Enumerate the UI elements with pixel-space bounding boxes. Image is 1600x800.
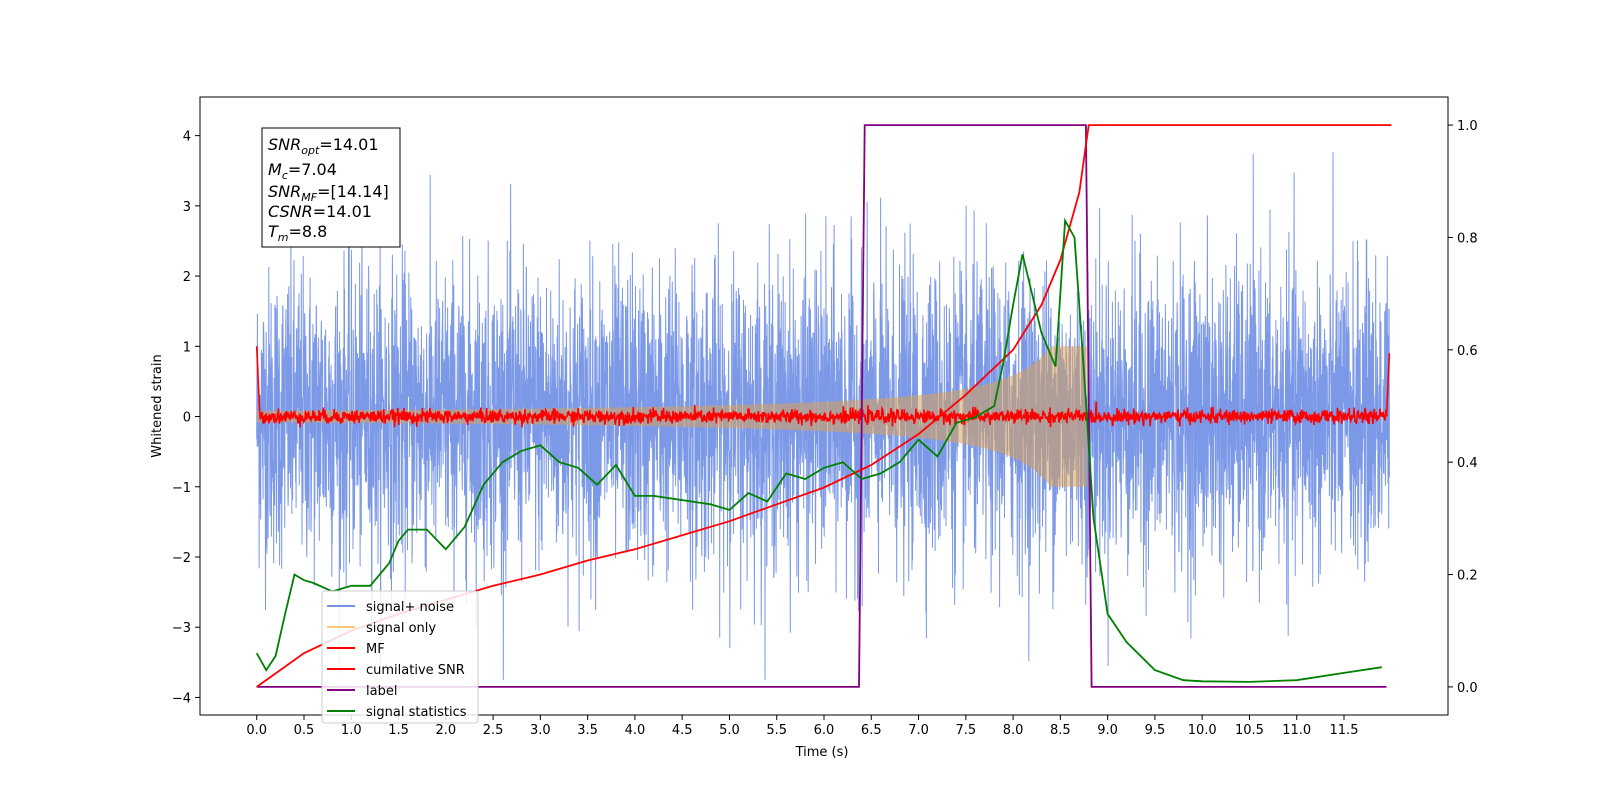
x-tick-label: 5.0 <box>719 723 740 738</box>
left-y-tick-label: −4 <box>172 691 191 706</box>
right-y-tick-label: 0.2 <box>1457 569 1478 584</box>
x-tick-label: 9.5 <box>1145 723 1166 738</box>
y-axis-label: Whitened strain <box>150 354 165 457</box>
x-tick-label: 0.0 <box>246 723 267 738</box>
annotation-csnr: CSNR=14.01 <box>268 202 372 221</box>
x-tick-label: 2.5 <box>483 723 504 738</box>
legend-label-signal-only: signal only <box>366 621 436 636</box>
right-y-axis-ticks: 0.0 0.2 0.4 0.6 0.8 1.0 <box>1448 119 1478 696</box>
right-y-tick-label: 0.4 <box>1457 456 1478 471</box>
legend-label-label: label <box>366 684 397 699</box>
legend-label-signal-statistics: signal statistics <box>366 705 467 720</box>
x-tick-label: 11.5 <box>1330 723 1359 738</box>
x-axis-ticks: 0.0 0.5 1.0 1.5 2.0 2.5 3.0 3.5 4.0 4.5 5.0 5.5 6.0 6… <box>246 715 1358 738</box>
x-tick-label: 7.5 <box>955 723 976 738</box>
annotation-mc: Mc=7.04 <box>268 160 337 182</box>
x-tick-label: 5.5 <box>766 723 787 738</box>
left-y-tick-label: 1 <box>183 340 191 355</box>
series-mf-line <box>255 346 1391 428</box>
x-tick-label: 3.0 <box>530 723 551 738</box>
x-tick-label: 7.0 <box>908 723 929 738</box>
x-tick-label: 10.0 <box>1188 723 1217 738</box>
left-y-tick-label: 3 <box>183 200 191 215</box>
series-signal-statistics-line <box>255 217 1382 683</box>
x-tick-label: 4.5 <box>672 723 693 738</box>
left-y-axis-ticks: −4 −3 −2 −1 0 1 2 3 4 <box>172 130 200 706</box>
x-tick-label: 8.0 <box>1003 723 1024 738</box>
series-signal-noise-line <box>256 152 1390 680</box>
metrics-annotation-box: SNRopt=14.01 Mc=7.04 SNRMF=[14.14] CSNR=… <box>261 127 401 248</box>
x-tick-label: 6.5 <box>861 723 882 738</box>
left-y-tick-label: 2 <box>183 270 191 285</box>
legend-frame <box>321 590 479 724</box>
annotation-snr-mf: SNRMF=[14.14] <box>268 182 389 204</box>
x-tick-label: 10.5 <box>1235 723 1264 738</box>
right-y-tick-label: 1.0 <box>1457 119 1478 134</box>
right-y-tick-label: 0.8 <box>1457 231 1478 246</box>
right-y-tick-label: 0.6 <box>1457 344 1478 359</box>
left-y-tick-label: 0 <box>183 411 191 426</box>
annotation-snr-opt: SNRopt=14.01 <box>268 135 379 157</box>
annotation-frame <box>261 127 401 248</box>
annotation-tm: Tm=8.8 <box>268 222 327 244</box>
legend: signal+ noise signal only MF cumilative SNR… <box>321 590 479 724</box>
legend-label-cumilative-snr: cumilative SNR <box>366 663 465 678</box>
left-y-tick-label: −2 <box>172 551 191 566</box>
x-tick-label: 1.5 <box>388 723 409 738</box>
left-y-tick-label: −3 <box>172 621 191 636</box>
x-tick-label: 6.0 <box>814 723 835 738</box>
x-tick-label: 11.0 <box>1282 723 1311 738</box>
x-tick-label: 3.5 <box>577 723 598 738</box>
right-y-tick-label: 0.0 <box>1457 681 1478 696</box>
series-label-line <box>256 124 1387 688</box>
x-tick-label: 8.5 <box>1050 723 1071 738</box>
x-tick-label: 0.5 <box>294 723 315 738</box>
x-tick-label: 2.0 <box>435 723 456 738</box>
left-y-tick-label: −1 <box>172 481 191 496</box>
left-y-tick-label: 4 <box>183 130 191 145</box>
x-axis-label: Time (s) <box>795 745 849 760</box>
x-tick-label: 4.0 <box>625 723 646 738</box>
legend-label-signal-noise: signal+ noise <box>366 600 454 615</box>
x-tick-label: 1.0 <box>341 723 362 738</box>
legend-label-mf: MF <box>366 642 385 657</box>
x-tick-label: 9.0 <box>1097 723 1118 738</box>
